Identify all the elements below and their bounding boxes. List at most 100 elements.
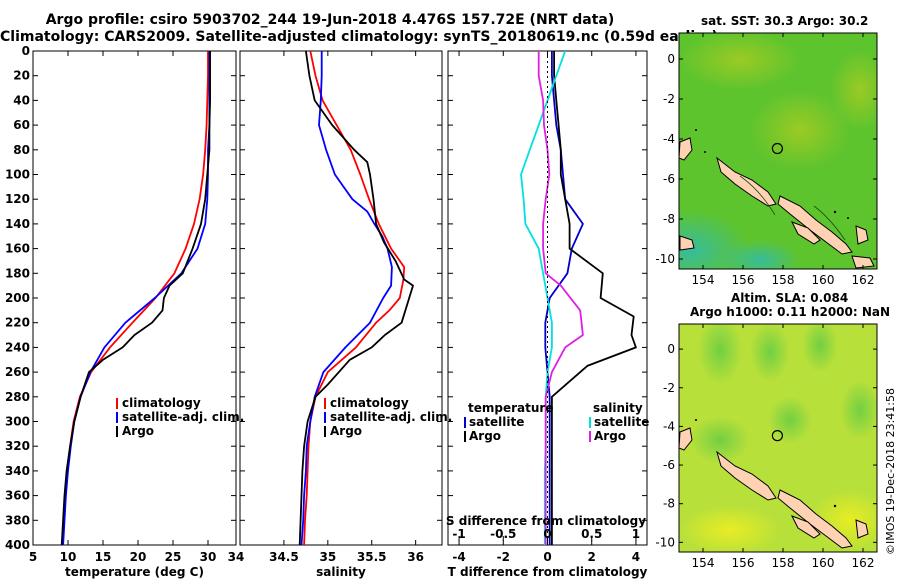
y-tick-label: 340 [5,464,30,478]
x-tick-label: 10 [60,550,77,564]
sla-map-title-line-2: Argo h1000: 0.11 h2000: NaN [690,305,891,319]
difference-panel-line-t-satellite [544,51,584,545]
x-tick-label: 5 [29,550,37,564]
y-tick-label: 400 [5,538,30,552]
y-tick-label: 180 [5,266,30,280]
legend-label: satellite-adj. clim. [330,410,452,424]
map-y-tick-label: -10 [655,535,675,549]
legend-s-heading: salinity [593,401,643,415]
map-y-tick-label: 0 [667,52,675,66]
legend-label: Argo [122,424,154,438]
island-shape [716,450,777,501]
legend-label: Argo [330,424,362,438]
y-tick-label: 260 [5,365,30,379]
island-shape [855,225,869,245]
top-tick-label: 1 [632,527,640,541]
sla-map-title-line-1: Altim. SLA: 0.084 [731,291,849,305]
top-tick-label: -0.5 [490,527,516,541]
difference-top-axis-label: S difference from climatology [446,514,646,528]
legend-t-heading: temperature [468,401,553,415]
y-tick-label: 280 [5,390,30,404]
x-tick-label: 2 [588,550,596,564]
island-shape [855,519,869,539]
y-tick-label: 0 [22,44,30,58]
y-tick-label: 300 [5,415,30,429]
map-y-tick-label: -2 [663,92,675,106]
map-y-tick-label: -8 [663,497,675,511]
legend-label: climatology [330,396,409,410]
legend-label: Argo [594,429,626,443]
sla-map-axes [679,324,877,552]
difference-panel-series [520,51,637,545]
y-tick-label: 360 [5,489,30,503]
top-tick-label: 0.5 [581,527,602,541]
y-tick-label: 220 [5,316,30,330]
map-x-tick-label: 154 [692,273,715,287]
x-tick-label: 35.5 [357,550,387,564]
y-tick-label: 240 [5,340,30,354]
y-tick-label: 60 [13,118,30,132]
x-tick-label: 35 [319,550,336,564]
x-tick-label: 30 [200,550,217,564]
temperature-panel-line-satellite-adj-clim- [62,51,211,545]
title-line-1: Argo profile: csiro 5903702_244 19-Jun-2… [45,12,615,28]
map-x-tick-label: 160 [812,273,835,287]
title-line-2: Climatology: CARS2009. Satellite-adjuste… [0,29,718,45]
x-tick-label: -4 [452,550,465,564]
sla-map [678,323,878,553]
temperature-panel-line-climatology [61,51,209,545]
y-tick-label: 320 [5,439,30,453]
sst-map-axes [679,33,877,269]
y-tick-label: 200 [5,291,30,305]
salinity-panel-line-argo [298,51,414,545]
legend-label: Argo [469,429,501,443]
map-x-tick-label: 158 [772,556,795,570]
temperature-panel-series [60,51,212,545]
map-y-tick-label: -4 [663,419,675,433]
y-tick-label: 160 [5,242,30,256]
map-x-tick-label: 156 [732,556,755,570]
map-y-tick-label: 0 [667,342,675,356]
temperature-panel-frame [32,50,237,546]
imos-timestamp: ©IMOS 19-Dec-2018 23:41:58 [884,388,897,555]
sla-map-argo-marker [771,430,784,442]
map-x-tick-label: 160 [812,556,835,570]
difference-panel [447,50,648,546]
temperature-panel-line-argo [60,51,212,545]
island-shape [716,156,777,207]
legend-label: satellite-adj. clim. [122,410,244,424]
temperature-panel-xlabel: temperature (deg C) [65,565,204,579]
salinity-panel-xlabel: salinity [316,565,366,579]
sst-map-argo-marker [771,142,784,155]
top-tick-label: 0 [543,527,551,541]
island-shape [777,489,853,549]
legend-label: satellite [469,415,524,429]
map-x-tick-label: 162 [852,273,875,287]
map-y-tick-label: -2 [663,381,675,395]
legend-label: satellite [594,415,649,429]
salinity-panel [239,50,443,546]
y-tick-label: 20 [13,69,30,83]
map-y-tick-label: -6 [663,458,675,472]
map-x-tick-label: 158 [772,273,795,287]
x-tick-label: 34 [228,550,245,564]
salinity-panel-line-satellite-adj-clim- [300,51,393,545]
map-y-tick-label: -6 [663,172,675,186]
map-y-tick-label: -4 [663,132,675,146]
y-tick-label: 40 [13,93,30,107]
x-tick-label: 36 [407,550,424,564]
map-y-tick-label: -8 [663,212,675,226]
y-tick-label: 100 [5,168,30,182]
top-tick-label: -1 [452,527,465,541]
island-shape [679,235,695,251]
map-y-tick-label: -10 [655,252,675,266]
x-tick-label: 15 [95,550,112,564]
difference-panel-line-s-argo [537,51,584,545]
y-tick-label: 380 [5,513,30,527]
difference-panel-xlabel: T difference from climatology [448,565,648,579]
sst-map [678,32,878,270]
y-tick-label: 140 [5,217,30,231]
x-tick-label: 0 [543,550,551,564]
x-tick-label: -2 [497,550,510,564]
